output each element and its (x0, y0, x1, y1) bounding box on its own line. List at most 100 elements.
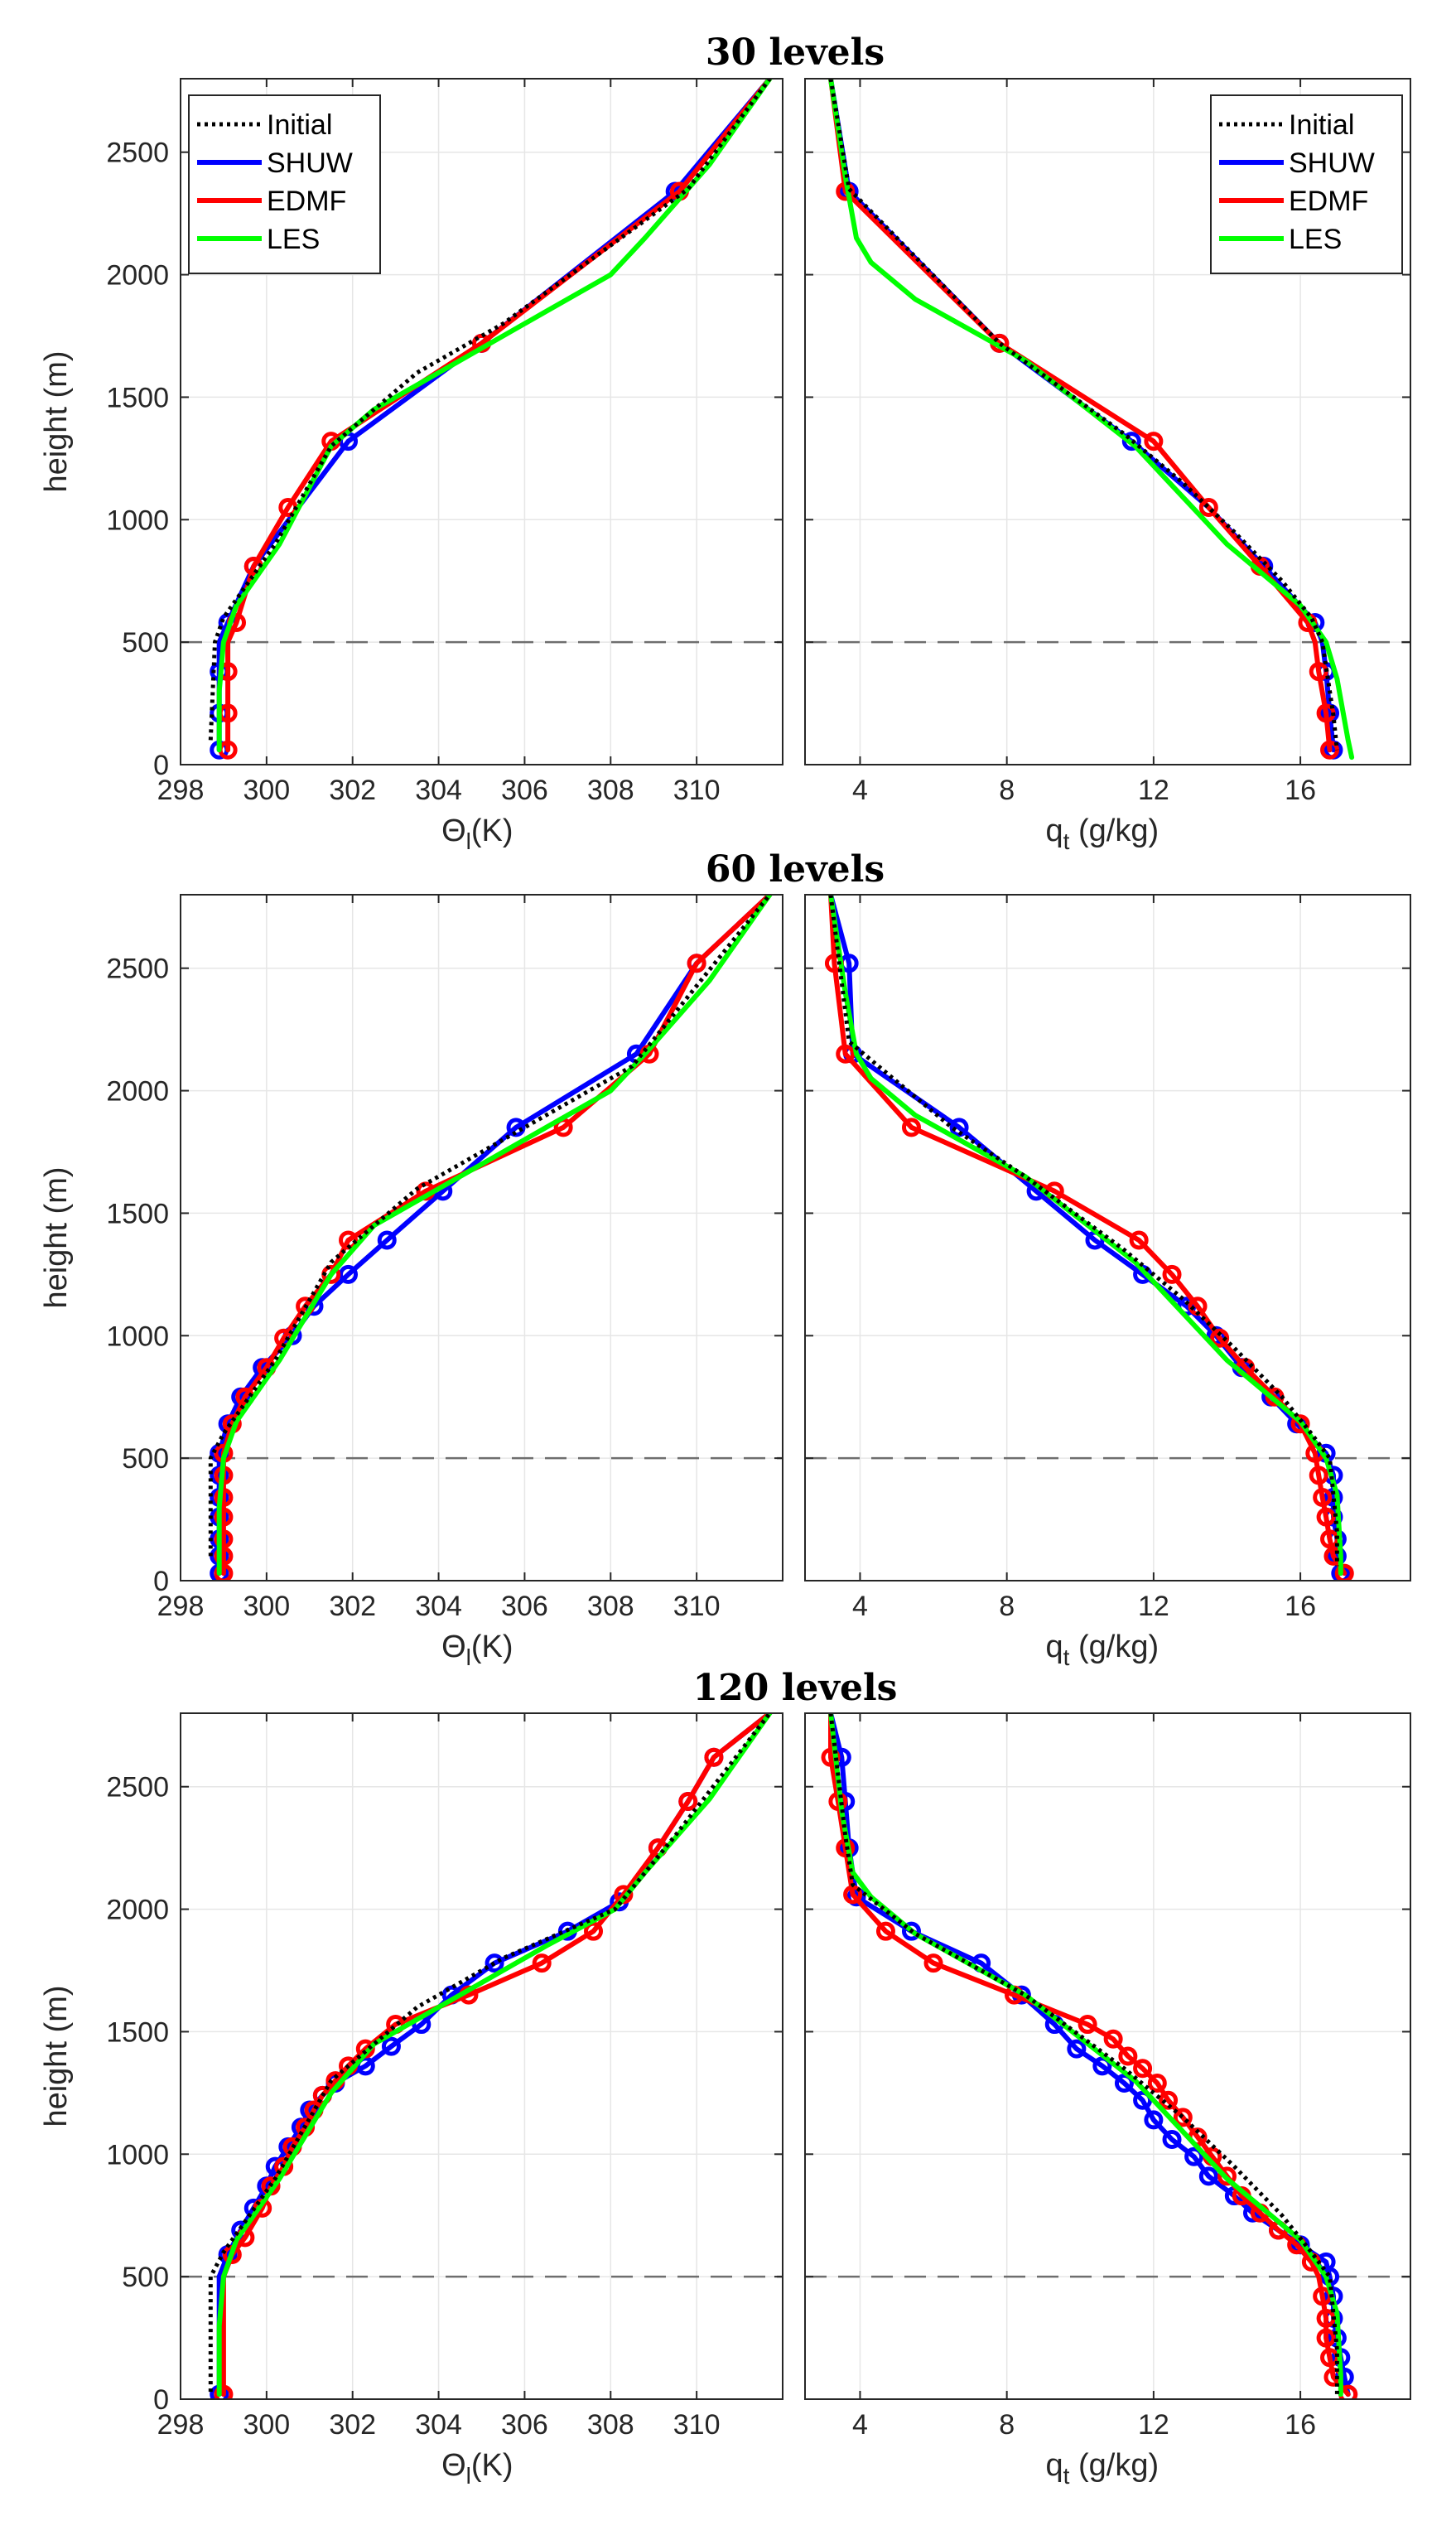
axes-frame (804, 894, 1411, 1581)
marker-edmf (678, 1791, 698, 1811)
x-axis-label-sub: l (466, 1644, 471, 1670)
y-tick-label: 1500 (106, 2016, 169, 2048)
axes-frame (804, 1712, 1411, 2400)
x-tick-label: 304 (415, 775, 462, 806)
marker-edmf (1316, 2328, 1336, 2348)
marker-edmf (1313, 1487, 1333, 1507)
x-axis-label-qt: qt (g/kg) (1046, 1630, 1159, 1670)
y-axis-label: height (m) (39, 1985, 74, 2127)
legend-label-initial: Initial (267, 109, 332, 141)
marker-shuw (506, 1118, 526, 1137)
marker-edmf (214, 1487, 234, 1507)
chart-title: 120 levels (693, 1667, 898, 1709)
marker-edmf (1144, 432, 1164, 452)
x-tick-label: 298 (157, 1591, 205, 1622)
legend-label-edmf: EDMF (1289, 186, 1368, 217)
x-tick-label: 310 (673, 2409, 721, 2441)
y-tick-label: 2500 (106, 1772, 169, 1804)
marker-edmf (923, 1953, 943, 1973)
chart-row-3: 120 levels 298 300 302 304 306 308 310 0 500 1000 1… (39, 1667, 1411, 2489)
y-tick-label: 2000 (106, 1076, 169, 1108)
marker-edmf (704, 1747, 724, 1767)
x-axis-label-main: q (1046, 2448, 1063, 2483)
x-tick-label: 4 (852, 775, 868, 806)
qt-panel: 4 8 12 16 qt (g/kg) Initial SHUW EDMF LES (804, 78, 1411, 854)
theta-panel: 298 300 302 304 306 308 310 0 500 1000 1500 2000 250… (39, 78, 783, 854)
axes-frame (804, 78, 1411, 765)
marker-shuw (381, 2036, 401, 2056)
marker-shuw (1092, 2056, 1112, 2076)
x-axis-label-unit: (K) (471, 2448, 513, 2483)
series-line-les (828, 895, 1343, 1577)
marker-edmf (875, 1921, 895, 1941)
y-tick-label: 2000 (106, 1895, 169, 1926)
x-tick-label: 12 (1138, 1591, 1169, 1622)
x-tick-label: 302 (329, 775, 376, 806)
x-axis-label-sub: l (466, 2463, 471, 2489)
y-tick-label: 1500 (106, 1198, 169, 1229)
x-tick-label: 308 (587, 2409, 634, 2441)
marker-edmf (1316, 1507, 1336, 1527)
x-tick-label: 16 (1285, 2409, 1316, 2441)
x-axis-label-sub: t (1063, 1644, 1070, 1670)
marker-edmf (1103, 2029, 1123, 2049)
marker-edmf (1290, 1414, 1310, 1434)
x-axis-label-main: q (1046, 814, 1063, 848)
x-axis-label-main: Θ (441, 2448, 466, 2483)
marker-shuw (377, 1230, 397, 1250)
marker-shuw (1067, 2039, 1087, 2059)
y-tick-label: 0 (153, 2384, 169, 2416)
y-tick-label: 500 (122, 2262, 169, 2293)
marker-edmf (214, 1563, 234, 1581)
series-line-initial (828, 79, 1339, 751)
x-axis-label-theta: Θl(K) (441, 1630, 513, 1670)
marker-edmf (687, 954, 706, 973)
marker-edmf (1078, 2015, 1097, 2035)
y-axis-label: height (m) (39, 1166, 74, 1308)
marker-edmf (1309, 1466, 1328, 1485)
x-tick-label: 8 (999, 2409, 1015, 2441)
x-axis-label-unit: (g/kg) (1069, 2448, 1159, 2483)
marker-shuw (485, 1953, 504, 1973)
x-tick-label: 308 (587, 1591, 634, 1622)
x-tick-label: 304 (415, 2409, 462, 2441)
series-line-les (828, 1713, 1343, 2398)
x-tick-label: 306 (501, 1591, 548, 1622)
marker-edmf (1217, 2166, 1237, 2186)
x-tick-label: 298 (157, 775, 205, 806)
legend-label-initial: Initial (1289, 109, 1354, 141)
theta-panel: 298 300 302 304 306 308 310 0 500 1000 1500 2000 250… (39, 1712, 783, 2489)
marker-edmf (214, 1546, 234, 1566)
x-tick-label: 12 (1138, 775, 1169, 806)
series-group (208, 895, 773, 1581)
y-tick-label: 0 (153, 750, 169, 781)
marker-edmf (1334, 1563, 1354, 1581)
series-group (208, 1713, 773, 2399)
x-axis-label-qt: qt (g/kg) (1046, 2448, 1159, 2489)
marker-shuw (1114, 2074, 1134, 2093)
x-tick-label: 8 (999, 775, 1015, 806)
y-tick-label: 1000 (106, 505, 169, 536)
legend-label-les: LES (1289, 224, 1342, 255)
series-line-initial (208, 895, 772, 1557)
marker-edmf (1320, 2348, 1340, 2368)
x-tick-label: 310 (673, 1591, 721, 1622)
marker-edmf (1173, 2108, 1193, 2127)
legend-label-shuw: SHUW (267, 147, 353, 179)
y-tick-label: 0 (153, 1566, 169, 1597)
marker-edmf (214, 1529, 234, 1549)
marker-edmf (214, 2384, 234, 2399)
legend-label-les: LES (267, 224, 320, 255)
series-line-initial (828, 1713, 1339, 2395)
x-tick-label: 298 (157, 2409, 205, 2441)
marker-edmf (532, 1953, 552, 1973)
marker-edmf (1320, 1529, 1340, 1549)
marker-edmf (1162, 1264, 1182, 1284)
x-tick-label: 304 (415, 1591, 462, 1622)
x-axis-label-unit: (g/kg) (1069, 1630, 1159, 1664)
legend: Initial SHUW EDMF LES (188, 94, 381, 274)
x-tick-label: 300 (243, 2409, 290, 2441)
chart-row-2: 60 levels 298 300 302 304 306 308 310 0 500 1000 15… (39, 848, 1411, 1670)
marker-shuw (339, 1264, 359, 1284)
x-axis-label-main: Θ (441, 814, 466, 848)
